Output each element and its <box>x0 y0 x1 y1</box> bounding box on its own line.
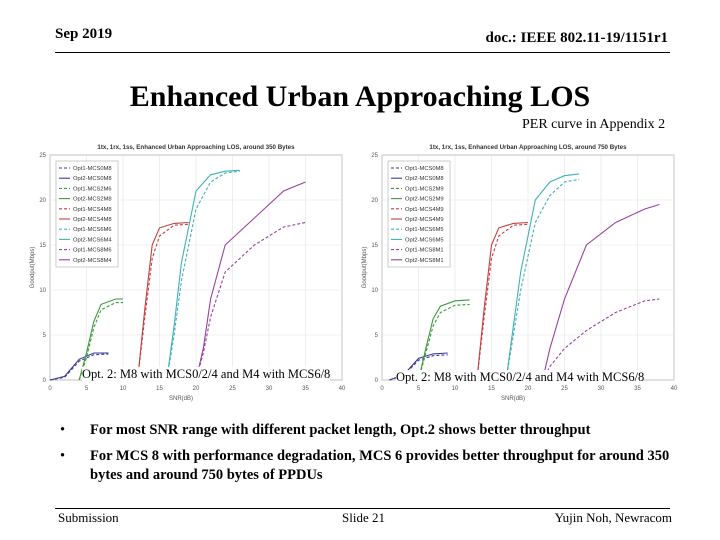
legend-entry: Opt1-MCS6M5 <box>405 227 444 233</box>
x-tick-label: 20 <box>525 386 532 392</box>
series-line-opt1-mcs0m8 <box>49 353 109 381</box>
series-line-opt2-mcs2m8 <box>78 298 123 381</box>
legend-entry: Opt2-MCS8M4 <box>73 258 112 264</box>
x-tick-label: 25 <box>561 386 568 392</box>
y-tick-label: 20 <box>39 198 46 204</box>
series-line-opt2-mcs6m4 <box>166 169 240 381</box>
series-line-opt2-mcs8m1 <box>542 203 660 381</box>
chart-title: 1tx, 1rx, 1ss, Enhanced Urban Approachin… <box>97 144 295 151</box>
x-tick-label: 20 <box>193 386 200 392</box>
x-tick-label: 40 <box>671 386 678 392</box>
bullet-glyph: • <box>60 422 66 438</box>
y-tick-label: 20 <box>371 198 378 204</box>
x-tick-label: 10 <box>120 386 127 392</box>
legend-entry: Opt1-MCS8M1 <box>405 248 444 254</box>
chart-750-bytes: 0 5 10 15 20 25 30 35 40 0 5 10 15 20 25 1tx, 1rx, 1ss,… <box>352 130 692 410</box>
legend-entry: Opt1-MCS4M9 <box>405 207 444 213</box>
legend-entry: Opt1-MCS4M8 <box>73 207 112 213</box>
y-tick-label: 5 <box>375 333 379 339</box>
legend-entry: Opt2-MCS6M5 <box>405 237 444 243</box>
footer-divider <box>55 508 670 509</box>
legend-entry: Opt2-MCS2M8 <box>73 197 112 203</box>
header-date: Sep 2019 <box>55 26 113 42</box>
x-tick-label: 5 <box>417 386 421 392</box>
x-tick-label: 0 <box>48 386 52 392</box>
series-line-opt1-mcs4m8 <box>137 223 189 381</box>
x-axis-label: SNR(dB) <box>169 396 193 402</box>
bullet-item: • For most SNR range with different packe… <box>60 421 680 440</box>
y-tick-label: 25 <box>39 153 46 159</box>
legend-entry: Opt1-MCS8M6 <box>73 248 112 254</box>
y-tick-label: 5 <box>43 333 47 339</box>
series-line-opt1-mcs6m6 <box>166 170 240 381</box>
bullet-text: For most SNR range with different packet… <box>90 422 591 438</box>
y-tick-label: 15 <box>39 243 46 249</box>
x-tick-label: 10 <box>452 386 459 392</box>
chart-350-caption: Opt. 2: M8 with MCS0/2/4 and M4 with MCS… <box>82 367 331 382</box>
y-tick-label: 10 <box>371 288 378 294</box>
y-tick-label: 10 <box>39 288 46 294</box>
x-tick-label: 30 <box>266 386 273 392</box>
series-line-opt1-mcs4m9 <box>476 223 529 381</box>
series-line-opt2-mcs4m8 <box>137 221 189 381</box>
chart-350-svg: 0 5 10 15 20 25 30 35 40 0 5 10 15 20 25 1tx, 1rx, 1ss,… <box>30 144 346 402</box>
series-line-opt1-mcs6m5 <box>505 178 580 381</box>
series-line-opt2-mcs4m9 <box>476 221 529 381</box>
x-tick-label: 40 <box>339 386 346 392</box>
x-tick-label: 30 <box>598 386 605 392</box>
chart-title: 1tx, 1rx, 1ss, Enhanced Urban Approachin… <box>429 144 627 151</box>
header-divider <box>55 52 670 53</box>
legend-entry: Opt2-MCS8M1 <box>405 258 444 264</box>
chart-750-svg: 0 5 10 15 20 25 30 35 40 0 5 10 15 20 25 1tx, 1rx, 1ss,… <box>362 144 678 402</box>
bullet-list: • For most SNR range with different packe… <box>60 421 680 492</box>
per-note: PER curve in Appendix 2 <box>522 117 666 132</box>
legend-entry: Opt2-MCS6M4 <box>73 237 112 243</box>
y-axis-label: Goodput(Mbps) <box>30 247 36 289</box>
series-line-opt1-mcs2m9 <box>417 303 470 381</box>
chart-750-caption: Opt. 2: M8 with MCS0/2/4 and M4 with MCS… <box>396 370 645 385</box>
bullet-item: • For MCS 8 with performance degradation,… <box>60 447 680 485</box>
x-tick-label: 35 <box>634 386 641 392</box>
y-axis-label: Goodput(Mbps) <box>362 247 368 289</box>
y-tick-label: 15 <box>371 243 378 249</box>
x-tick-label: 35 <box>302 386 309 392</box>
legend-entry: Opt2-MCS4M8 <box>73 217 112 223</box>
series-line-opt2-mcs2m9 <box>417 299 470 381</box>
legend-entry: Opt2-MCS4M9 <box>405 217 444 223</box>
series-line-opt2-mcs0m8 <box>49 352 109 381</box>
x-tick-label: 15 <box>488 386 495 392</box>
y-tick-label: 0 <box>43 378 47 384</box>
footer-slide-number: Slide 21 <box>342 510 385 525</box>
x-tick-label: 0 <box>380 386 384 392</box>
legend-entry: Opt2-MCS2M9 <box>405 197 444 203</box>
slide-title: Enhanced Urban Approaching LOS <box>129 80 591 113</box>
series-line-opt2-mcs6m5 <box>505 173 580 381</box>
legend-entry: Opt1-MCS6M6 <box>73 227 112 233</box>
y-tick-label: 0 <box>375 378 379 384</box>
series-line-opt1-mcs8m1 <box>542 298 660 381</box>
x-axis-label: SNR(dB) <box>501 396 525 402</box>
footer-submission: Submission <box>58 510 119 525</box>
legend-entry: Opt1-MCS2M9 <box>405 186 444 192</box>
x-tick-label: 5 <box>85 386 89 392</box>
series-line-opt1-mcs8m6 <box>195 221 306 381</box>
header-doc-id: doc.: IEEE 802.11-19/1151r1 <box>485 30 668 46</box>
chart-350-bytes: 0 5 10 15 20 25 30 35 40 0 5 10 15 20 25 1tx, 1rx, 1ss,… <box>20 130 360 410</box>
bullet-glyph: • <box>60 448 66 464</box>
y-tick-label: 25 <box>371 153 378 159</box>
legend-entry: Opt1-MCS2M6 <box>73 186 112 192</box>
legend-entry: Opt1-MCS0M8 <box>405 166 444 172</box>
legend-entry: Opt1-MCS0M8 <box>73 166 112 172</box>
series-line-opt1-mcs2m6 <box>78 302 123 381</box>
x-tick-label: 15 <box>156 386 163 392</box>
legend-entry: Opt2-MCS0M8 <box>73 176 112 182</box>
x-tick-label: 25 <box>229 386 236 392</box>
footer-author: Yujin Noh, Newracom <box>554 510 672 525</box>
legend-entry: Opt2-MCS0M8 <box>405 176 444 182</box>
series-line-opt2-mcs8m4 <box>195 181 306 381</box>
bullet-text: For MCS 8 with performance degradation, … <box>90 448 670 483</box>
